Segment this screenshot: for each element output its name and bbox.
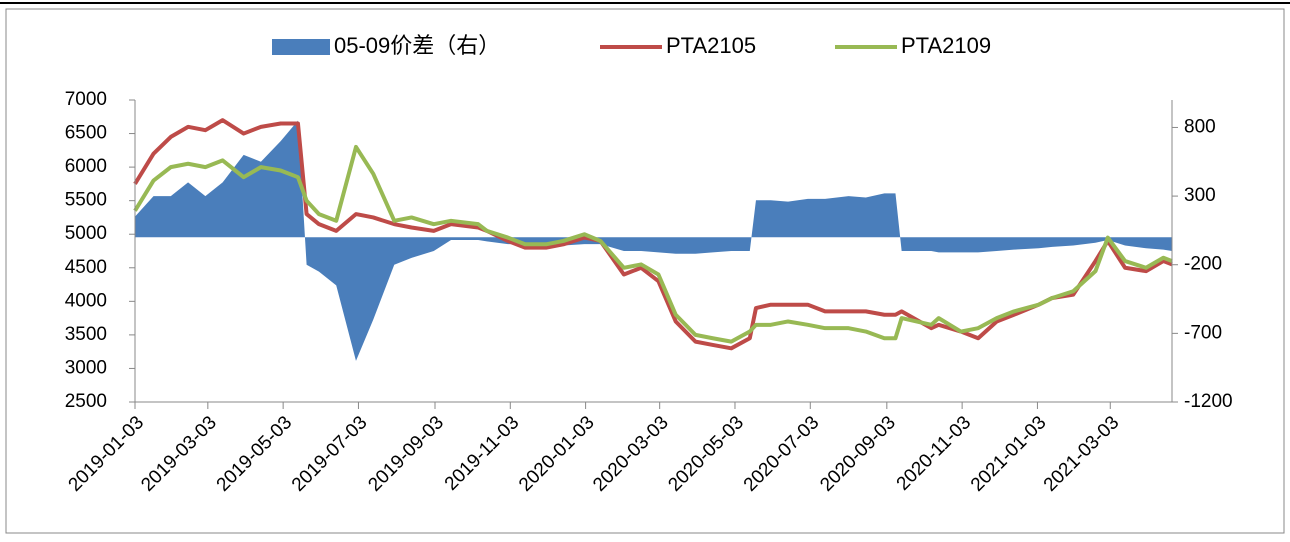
- legend-label: PTA2105: [666, 33, 756, 58]
- y-tick-label: 3500: [65, 324, 107, 345]
- y-tick-label: 2500: [65, 391, 107, 412]
- frame: [5, 8, 1285, 534]
- y2-tick-label: -1200: [1184, 391, 1233, 412]
- y-tick-label: 7000: [65, 89, 107, 110]
- y2-tick-label: -700: [1184, 322, 1222, 343]
- y2-tick-label: -200: [1184, 254, 1222, 275]
- y-tick-label: 6500: [65, 123, 107, 144]
- line: [133, 144, 1173, 344]
- legend-label: PTA2109: [901, 33, 991, 58]
- y2-tick-label: 800: [1184, 116, 1216, 137]
- y-tick-label: 4500: [65, 257, 107, 278]
- y-tick-label: 6000: [65, 156, 107, 177]
- legend-swatch: [272, 39, 330, 55]
- y-tick-label: 3000: [65, 357, 107, 378]
- y-tick-label: 5000: [65, 223, 107, 244]
- y-tick-label: 4000: [65, 290, 107, 311]
- y2-tick-label: 300: [1184, 185, 1216, 206]
- legend-label: 05-09价差（右）: [334, 33, 500, 58]
- y-tick-label: 5500: [65, 190, 107, 211]
- area: [135, 120, 1172, 361]
